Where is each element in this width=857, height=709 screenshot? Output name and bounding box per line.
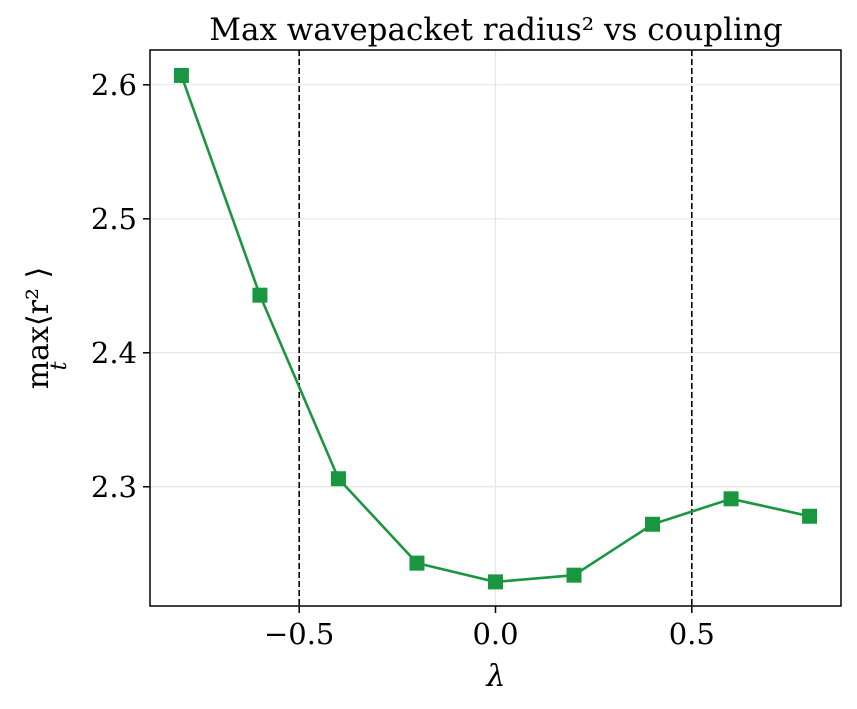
x-tick-label-1: 0.0 (472, 617, 518, 651)
y-axis-label: max⟨r² ⟩ t (21, 267, 72, 390)
x-axis-label: λ (485, 659, 505, 694)
x-ticks: −0.5 0.0 0.5 (264, 606, 715, 651)
data-point-0-5 (566, 567, 582, 583)
grid (150, 50, 841, 606)
y-tick-label-0: 2.3 (91, 470, 137, 504)
data-point-0-7 (723, 491, 739, 507)
y-axis-label-subscript: t (47, 361, 72, 370)
data-point-0-6 (645, 516, 661, 532)
data-point-0-3 (409, 555, 425, 571)
y-ticks: 2.3 2.4 2.5 2.6 (91, 68, 150, 504)
data-point-0-2 (330, 471, 346, 487)
data-point-0-1 (252, 287, 268, 303)
data-point-0-4 (488, 574, 503, 590)
y-axis-label-main: max⟨r² ⟩ (21, 267, 56, 390)
x-tick-label-2: 0.5 (669, 617, 715, 651)
x-tick-label-0: −0.5 (264, 617, 334, 651)
data-point-0-8 (802, 508, 818, 524)
y-tick-label-1: 2.4 (91, 336, 137, 370)
vertical-reference-lines (298, 50, 693, 606)
series-layer (173, 67, 818, 590)
y-tick-label-2: 2.5 (91, 202, 137, 236)
y-tick-label-3: 2.6 (91, 68, 137, 102)
chart-title: Max wavepacket radius² vs coupling (209, 12, 783, 48)
data-point-0-0 (173, 67, 189, 83)
